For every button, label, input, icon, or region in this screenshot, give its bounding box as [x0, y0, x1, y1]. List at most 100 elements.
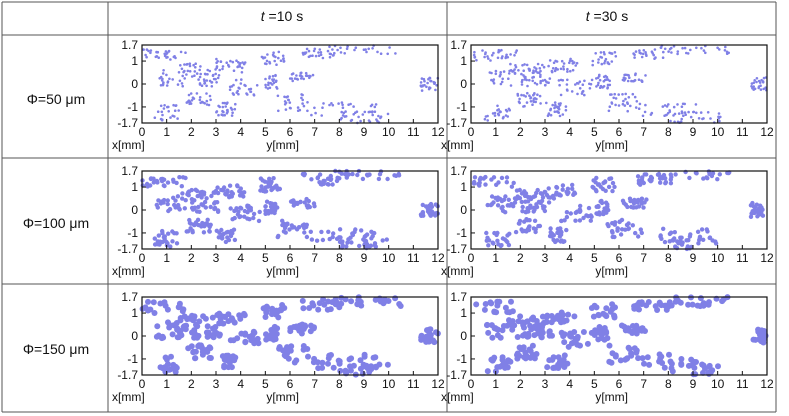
particle-point — [562, 218, 567, 223]
particle-point — [275, 314, 282, 321]
particle-point — [232, 69, 236, 72]
particle-point — [166, 80, 170, 83]
particle-point — [673, 112, 677, 116]
column-header-t10-var: t — [261, 8, 266, 24]
particle-point — [159, 333, 166, 340]
x-tick-label: 12 — [431, 125, 445, 139]
particle-point — [186, 69, 190, 73]
particle-point — [169, 331, 176, 338]
particle-point — [608, 79, 611, 83]
particle-point — [522, 331, 528, 338]
particle-point — [197, 78, 200, 81]
particle-point — [594, 52, 597, 55]
particle-point — [180, 82, 184, 85]
particle-point — [536, 71, 539, 74]
particle-point — [215, 110, 219, 113]
particle-point — [699, 361, 706, 368]
particle-point — [501, 55, 504, 58]
particle-point — [617, 104, 621, 107]
particle-point — [513, 72, 517, 75]
particle-point — [243, 61, 247, 64]
particle-point — [497, 48, 501, 52]
particle-point — [269, 179, 274, 184]
particle-point — [523, 63, 526, 66]
particle-point — [599, 51, 603, 54]
particle-point — [322, 102, 325, 105]
particle-point — [342, 367, 349, 374]
particle-point — [719, 298, 726, 305]
particle-point — [158, 201, 164, 206]
particle-point — [666, 351, 672, 358]
particle-point — [502, 364, 508, 371]
particle-point — [713, 241, 719, 246]
particle-point — [570, 182, 575, 188]
particle-point — [717, 172, 722, 177]
particle-point — [183, 198, 188, 203]
particle-point — [687, 175, 692, 181]
particle-point — [363, 238, 369, 244]
particle-point — [341, 106, 345, 109]
particle-point — [633, 56, 636, 59]
particle-point — [578, 203, 583, 209]
particle-point — [435, 84, 438, 87]
particle-point — [529, 96, 533, 99]
particle-point — [180, 306, 187, 313]
particle-point — [494, 69, 498, 73]
particle-point — [506, 115, 510, 118]
particle-point — [145, 48, 149, 51]
particle-point — [641, 360, 647, 367]
particle-point — [216, 320, 223, 327]
particle-point — [565, 83, 569, 86]
particle-point — [655, 172, 661, 177]
particle-point — [489, 194, 495, 199]
y-tick-label: -1 — [127, 352, 138, 366]
particle-point — [352, 113, 356, 116]
particle-point — [485, 329, 492, 336]
particle-point — [759, 212, 764, 217]
particle-point — [217, 230, 222, 235]
particle-point — [668, 230, 674, 235]
particle-point — [504, 55, 508, 58]
particle-point — [205, 84, 208, 88]
particle-point — [260, 178, 265, 183]
particle-point — [266, 87, 270, 90]
particle-point — [760, 207, 765, 212]
particle-point — [251, 340, 258, 347]
particle-point — [266, 211, 271, 216]
particle-point — [606, 184, 612, 190]
particle-point — [670, 51, 673, 54]
particle-point — [522, 228, 527, 234]
x-tick-label: 8 — [665, 377, 672, 391]
particle-point — [288, 101, 292, 104]
particle-point — [537, 223, 543, 229]
particle-point — [553, 192, 559, 197]
particle-point — [568, 211, 573, 216]
particle-point — [560, 59, 564, 63]
particle-point — [169, 58, 172, 61]
y-tick-label: 1 — [131, 54, 138, 68]
particle-point — [630, 223, 635, 228]
particle-point — [635, 355, 642, 362]
particle-point — [612, 184, 617, 190]
particle-point — [484, 51, 487, 54]
particle-point — [566, 70, 569, 73]
particle-point — [367, 172, 372, 177]
particle-point — [641, 52, 645, 56]
particle-point — [668, 181, 674, 186]
particle-point — [564, 105, 568, 108]
particle-point — [486, 114, 489, 118]
x-tick-label: 4 — [566, 377, 573, 391]
particle-point — [574, 64, 577, 67]
particle-point — [644, 74, 647, 77]
particle-point — [484, 368, 491, 375]
particle-point — [180, 175, 186, 180]
particle-point — [633, 302, 640, 309]
particle-point — [672, 298, 679, 305]
particle-point — [159, 365, 166, 372]
particle-point — [277, 109, 280, 113]
particle-point — [272, 51, 275, 54]
particle-point — [234, 78, 238, 82]
x-tick-label: 10 — [382, 377, 396, 391]
particle-point — [183, 69, 186, 73]
x-tick-label: 2 — [188, 251, 195, 265]
